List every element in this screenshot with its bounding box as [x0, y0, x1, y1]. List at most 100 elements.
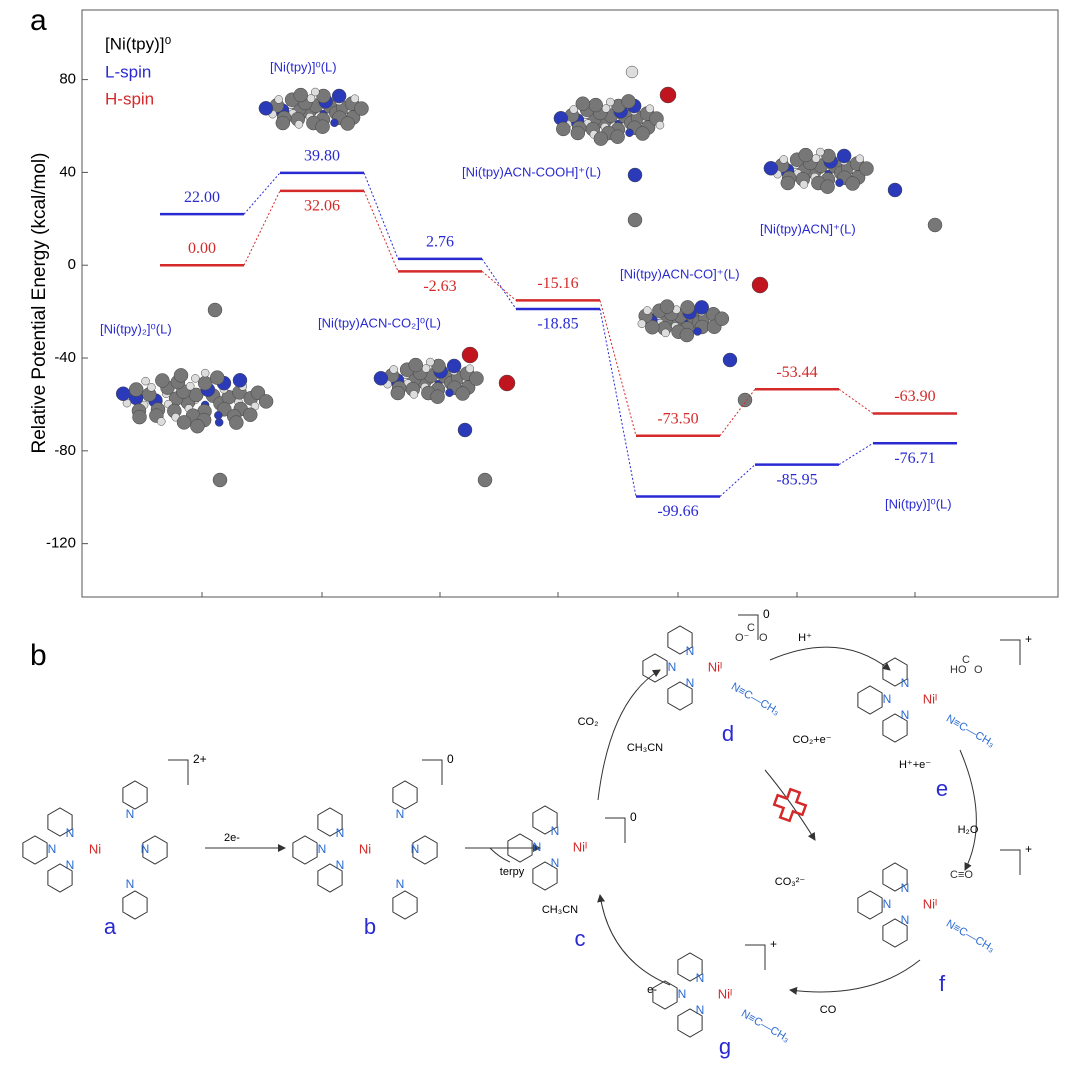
connector — [481, 270, 517, 301]
pyridine-ring — [22, 835, 48, 865]
atom — [311, 87, 320, 97]
atom — [243, 407, 258, 423]
ligand-label: O⁻ — [735, 632, 750, 644]
connector — [363, 172, 399, 259]
atom — [679, 327, 695, 343]
value-label: -85.95 — [776, 471, 817, 488]
atom — [445, 388, 454, 398]
atom-label: N — [678, 987, 687, 1001]
atom-label: N — [141, 842, 150, 856]
atom — [115, 386, 131, 401]
reaction-label: CO₂ — [578, 716, 599, 728]
atom — [200, 368, 210, 378]
pyridine-ring — [677, 952, 703, 982]
atom — [570, 125, 586, 141]
atom-label: N — [883, 897, 892, 911]
atom-label: N — [883, 692, 892, 706]
atom — [751, 276, 769, 294]
atom-label: N — [696, 1003, 705, 1017]
value-label: -73.50 — [657, 410, 698, 427]
y-tick-label: 80 — [59, 71, 76, 88]
pyridine-ring — [392, 780, 418, 810]
pyridine-ring — [47, 863, 73, 893]
atom — [132, 409, 147, 425]
atom — [229, 415, 244, 430]
structure-label: c — [575, 926, 586, 951]
atom — [556, 121, 571, 137]
connector — [838, 388, 874, 414]
atom — [191, 374, 200, 383]
atom — [927, 217, 943, 233]
atom — [294, 120, 304, 129]
bracket — [738, 614, 759, 640]
atom — [176, 415, 192, 430]
atom — [816, 147, 825, 157]
value-label: 0.00 — [188, 240, 216, 257]
pyridine-ring — [122, 780, 148, 810]
atom-label: N — [411, 842, 420, 856]
atom — [575, 96, 591, 111]
metal-label: Niᴵ — [573, 839, 587, 854]
atom — [637, 319, 647, 329]
atom-label: N — [696, 971, 705, 985]
connector — [363, 190, 399, 272]
ligand-label: C — [747, 622, 755, 634]
atom — [258, 394, 274, 409]
atom-label: N — [686, 676, 695, 690]
value-label: 2.76 — [426, 233, 454, 250]
connector — [599, 300, 637, 436]
atom — [693, 327, 702, 336]
atom-label: N — [66, 858, 75, 872]
reaction-label: CH₃CN — [542, 904, 578, 916]
bracket — [605, 817, 626, 843]
atom — [498, 374, 516, 392]
value-label: -15.16 — [537, 275, 578, 292]
atom — [659, 299, 675, 314]
ligand-label: N≡C—CH₃ — [944, 918, 996, 955]
atom — [627, 212, 643, 228]
arrow — [597, 669, 661, 801]
atom — [627, 167, 643, 183]
atom — [659, 86, 677, 104]
pyridine-ring — [122, 890, 148, 920]
charge: 0 — [447, 752, 454, 766]
charge: + — [1025, 842, 1032, 856]
scheme: NNNNiNNN2+aNNNNiNNN0bNNNNiᴵ0cNNNNiᴵ0dO⁻C… — [22, 607, 1032, 1059]
atom — [155, 373, 170, 388]
atom — [340, 116, 355, 131]
charge: 2+ — [193, 752, 207, 766]
atom — [190, 418, 205, 434]
pyridine-ring — [667, 625, 693, 655]
pyridine-ring — [652, 980, 678, 1010]
bracket — [422, 759, 443, 785]
y-tick-label: 40 — [59, 163, 76, 180]
atom — [610, 129, 625, 144]
pyridine-ring — [47, 807, 73, 837]
structure-label: e — [936, 776, 948, 801]
charge: + — [1025, 632, 1032, 646]
atom-label: N — [126, 877, 135, 891]
pyridine-ring — [857, 890, 883, 920]
atom — [128, 382, 144, 397]
reaction-label: terpy — [500, 866, 525, 878]
atom — [465, 364, 475, 373]
value-label: 32.06 — [304, 198, 340, 215]
atom — [737, 392, 753, 408]
atom-label: N — [126, 807, 135, 821]
pyridine-ring — [882, 657, 908, 687]
connector — [243, 172, 281, 215]
atom — [214, 411, 223, 420]
ligand-label: N≡C—CH₃ — [944, 713, 996, 750]
bracket — [745, 944, 766, 970]
pyridine-ring — [882, 918, 908, 948]
pyridine-ring — [412, 835, 438, 865]
atom-label: N — [551, 824, 560, 838]
atom — [212, 472, 228, 488]
ligand-label: N≡C—CH₃ — [739, 1008, 791, 1045]
pyridine-ring — [317, 807, 343, 837]
value-label: -63.90 — [894, 388, 935, 405]
atom — [694, 300, 709, 315]
legend-entry: L-spin — [105, 62, 151, 81]
atom-label: N — [686, 644, 695, 658]
